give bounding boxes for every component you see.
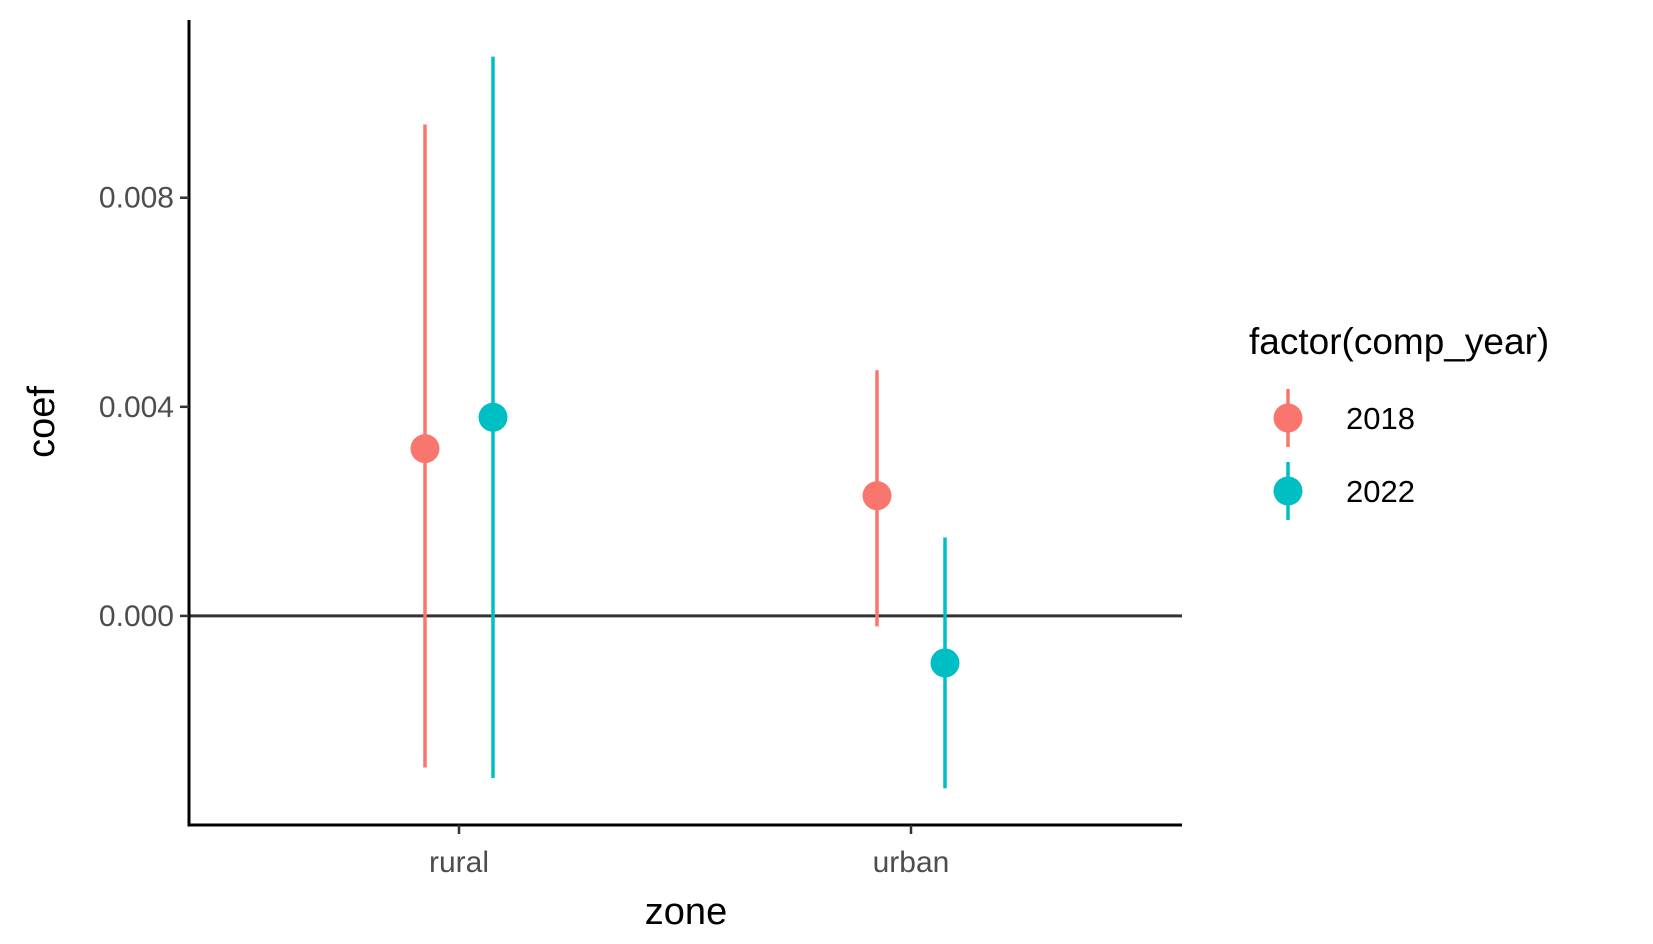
data-point bbox=[930, 648, 960, 678]
series-layer bbox=[410, 56, 960, 789]
legend-label: 2018 bbox=[1346, 401, 1415, 436]
axes-layer bbox=[187, 20, 1182, 827]
legend: factor(comp_year) 2018 2022 bbox=[1249, 321, 1549, 520]
data-point bbox=[478, 402, 508, 432]
data-point bbox=[410, 434, 440, 464]
legend-entries: 2018 2022 bbox=[1273, 389, 1415, 520]
series-2022 bbox=[478, 56, 960, 789]
y-tick-label: 0.004 bbox=[99, 391, 174, 424]
legend-label: 2022 bbox=[1346, 474, 1415, 509]
x-tick-label: rural bbox=[429, 846, 489, 879]
legend-title: factor(comp_year) bbox=[1249, 321, 1549, 362]
legend-entry-2018: 2018 bbox=[1273, 389, 1415, 447]
y-axis-title: coef bbox=[21, 386, 63, 458]
x-axis-title: zone bbox=[645, 891, 727, 933]
legend-key-point bbox=[1273, 403, 1303, 433]
ticks-layer: 0.000 0.004 0.008 rural urban bbox=[99, 182, 949, 879]
legend-entry-2022: 2022 bbox=[1273, 462, 1415, 520]
y-tick-label: 0.000 bbox=[99, 600, 174, 633]
y-tick-label: 0.008 bbox=[99, 182, 174, 215]
x-tick-label: urban bbox=[873, 846, 950, 879]
series-2018 bbox=[410, 124, 892, 768]
legend-key-point bbox=[1273, 476, 1303, 506]
data-point bbox=[862, 481, 892, 511]
